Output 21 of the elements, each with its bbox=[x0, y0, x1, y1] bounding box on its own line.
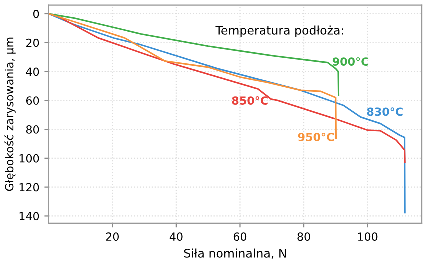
y-tick-label: 0 bbox=[34, 10, 40, 18]
x-tick-label: 20 bbox=[106, 232, 119, 242]
series-label: 830°C bbox=[367, 108, 403, 116]
y-axis-title: Głębokość zarysowania, µm bbox=[4, 38, 16, 192]
y-tick-label: 20 bbox=[26, 38, 40, 48]
y-tick-label: 120 bbox=[20, 183, 40, 192]
series-label: 850°C bbox=[232, 96, 268, 105]
x-tick-label: 100 bbox=[358, 232, 378, 242]
y-tick-label: 80 bbox=[26, 126, 40, 134]
x-axis-title: Siła nominalna, N bbox=[184, 248, 286, 260]
x-tick-label: 80 bbox=[298, 232, 310, 242]
series-label: 900°C bbox=[332, 57, 369, 66]
x-tick-label: 40 bbox=[170, 232, 183, 242]
y-tick-label: 40 bbox=[26, 68, 40, 76]
y-tick-label: 60 bbox=[26, 96, 40, 106]
annotation: Temperatura podłoża: bbox=[216, 26, 344, 38]
series-label: 950°C bbox=[298, 132, 334, 142]
x-tick-label: 60 bbox=[234, 232, 247, 242]
y-tick-label: 140 bbox=[20, 212, 40, 221]
line-series bbox=[48, 13, 406, 214]
y-tick-label: 100 bbox=[20, 154, 40, 163]
